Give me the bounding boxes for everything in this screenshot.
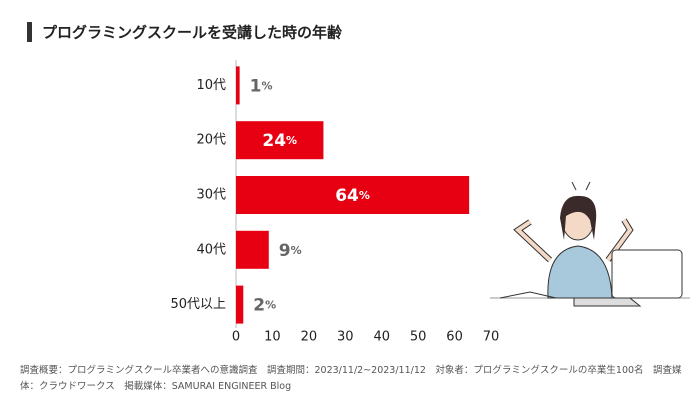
bar bbox=[236, 230, 269, 269]
y-tick-label: 10代 bbox=[196, 78, 226, 93]
footnote: 調査概要：プログラミングスクール卒業者への意識調査 調査期間：2023/11/2… bbox=[20, 365, 682, 392]
illustration bbox=[490, 181, 690, 307]
bar bbox=[236, 285, 244, 324]
value-number: 64 bbox=[335, 186, 359, 206]
x-tick-label: 60 bbox=[446, 330, 463, 345]
value-label: 9% bbox=[279, 241, 302, 261]
value-label: 24% bbox=[262, 131, 297, 151]
bar bbox=[236, 176, 470, 214]
value-unit: % bbox=[359, 189, 370, 202]
y-tick-label: 50代以上 bbox=[170, 297, 226, 312]
x-tick-label: 30 bbox=[337, 330, 354, 345]
x-tick-label: 50 bbox=[410, 330, 427, 345]
x-tick-label: 20 bbox=[301, 330, 318, 345]
bar bbox=[236, 121, 324, 160]
x-tick-label: 10 bbox=[264, 330, 281, 345]
value-unit: % bbox=[291, 244, 302, 257]
y-tick-label: 40代 bbox=[196, 242, 226, 257]
value-unit: % bbox=[261, 79, 272, 92]
value-number: 1 bbox=[250, 76, 262, 96]
value-number: 2 bbox=[253, 296, 265, 316]
x-tick-label: 0 bbox=[232, 330, 240, 345]
value-unit: % bbox=[286, 134, 297, 147]
x-tick-label: 70 bbox=[483, 330, 500, 345]
x-tick-label: 40 bbox=[373, 330, 390, 345]
y-tick-label: 30代 bbox=[196, 188, 226, 203]
y-tick-label: 20代 bbox=[196, 133, 226, 148]
value-unit: % bbox=[265, 299, 276, 312]
chart-title: プログラミングスクールを受講した時の年齢 bbox=[42, 24, 343, 42]
bar bbox=[236, 66, 240, 105]
value-label: 2% bbox=[253, 296, 276, 316]
title-marker bbox=[27, 22, 32, 42]
value-number: 9 bbox=[279, 241, 291, 261]
value-number: 24 bbox=[262, 131, 286, 151]
value-label: 64% bbox=[335, 186, 370, 206]
value-label: 1% bbox=[250, 76, 273, 96]
